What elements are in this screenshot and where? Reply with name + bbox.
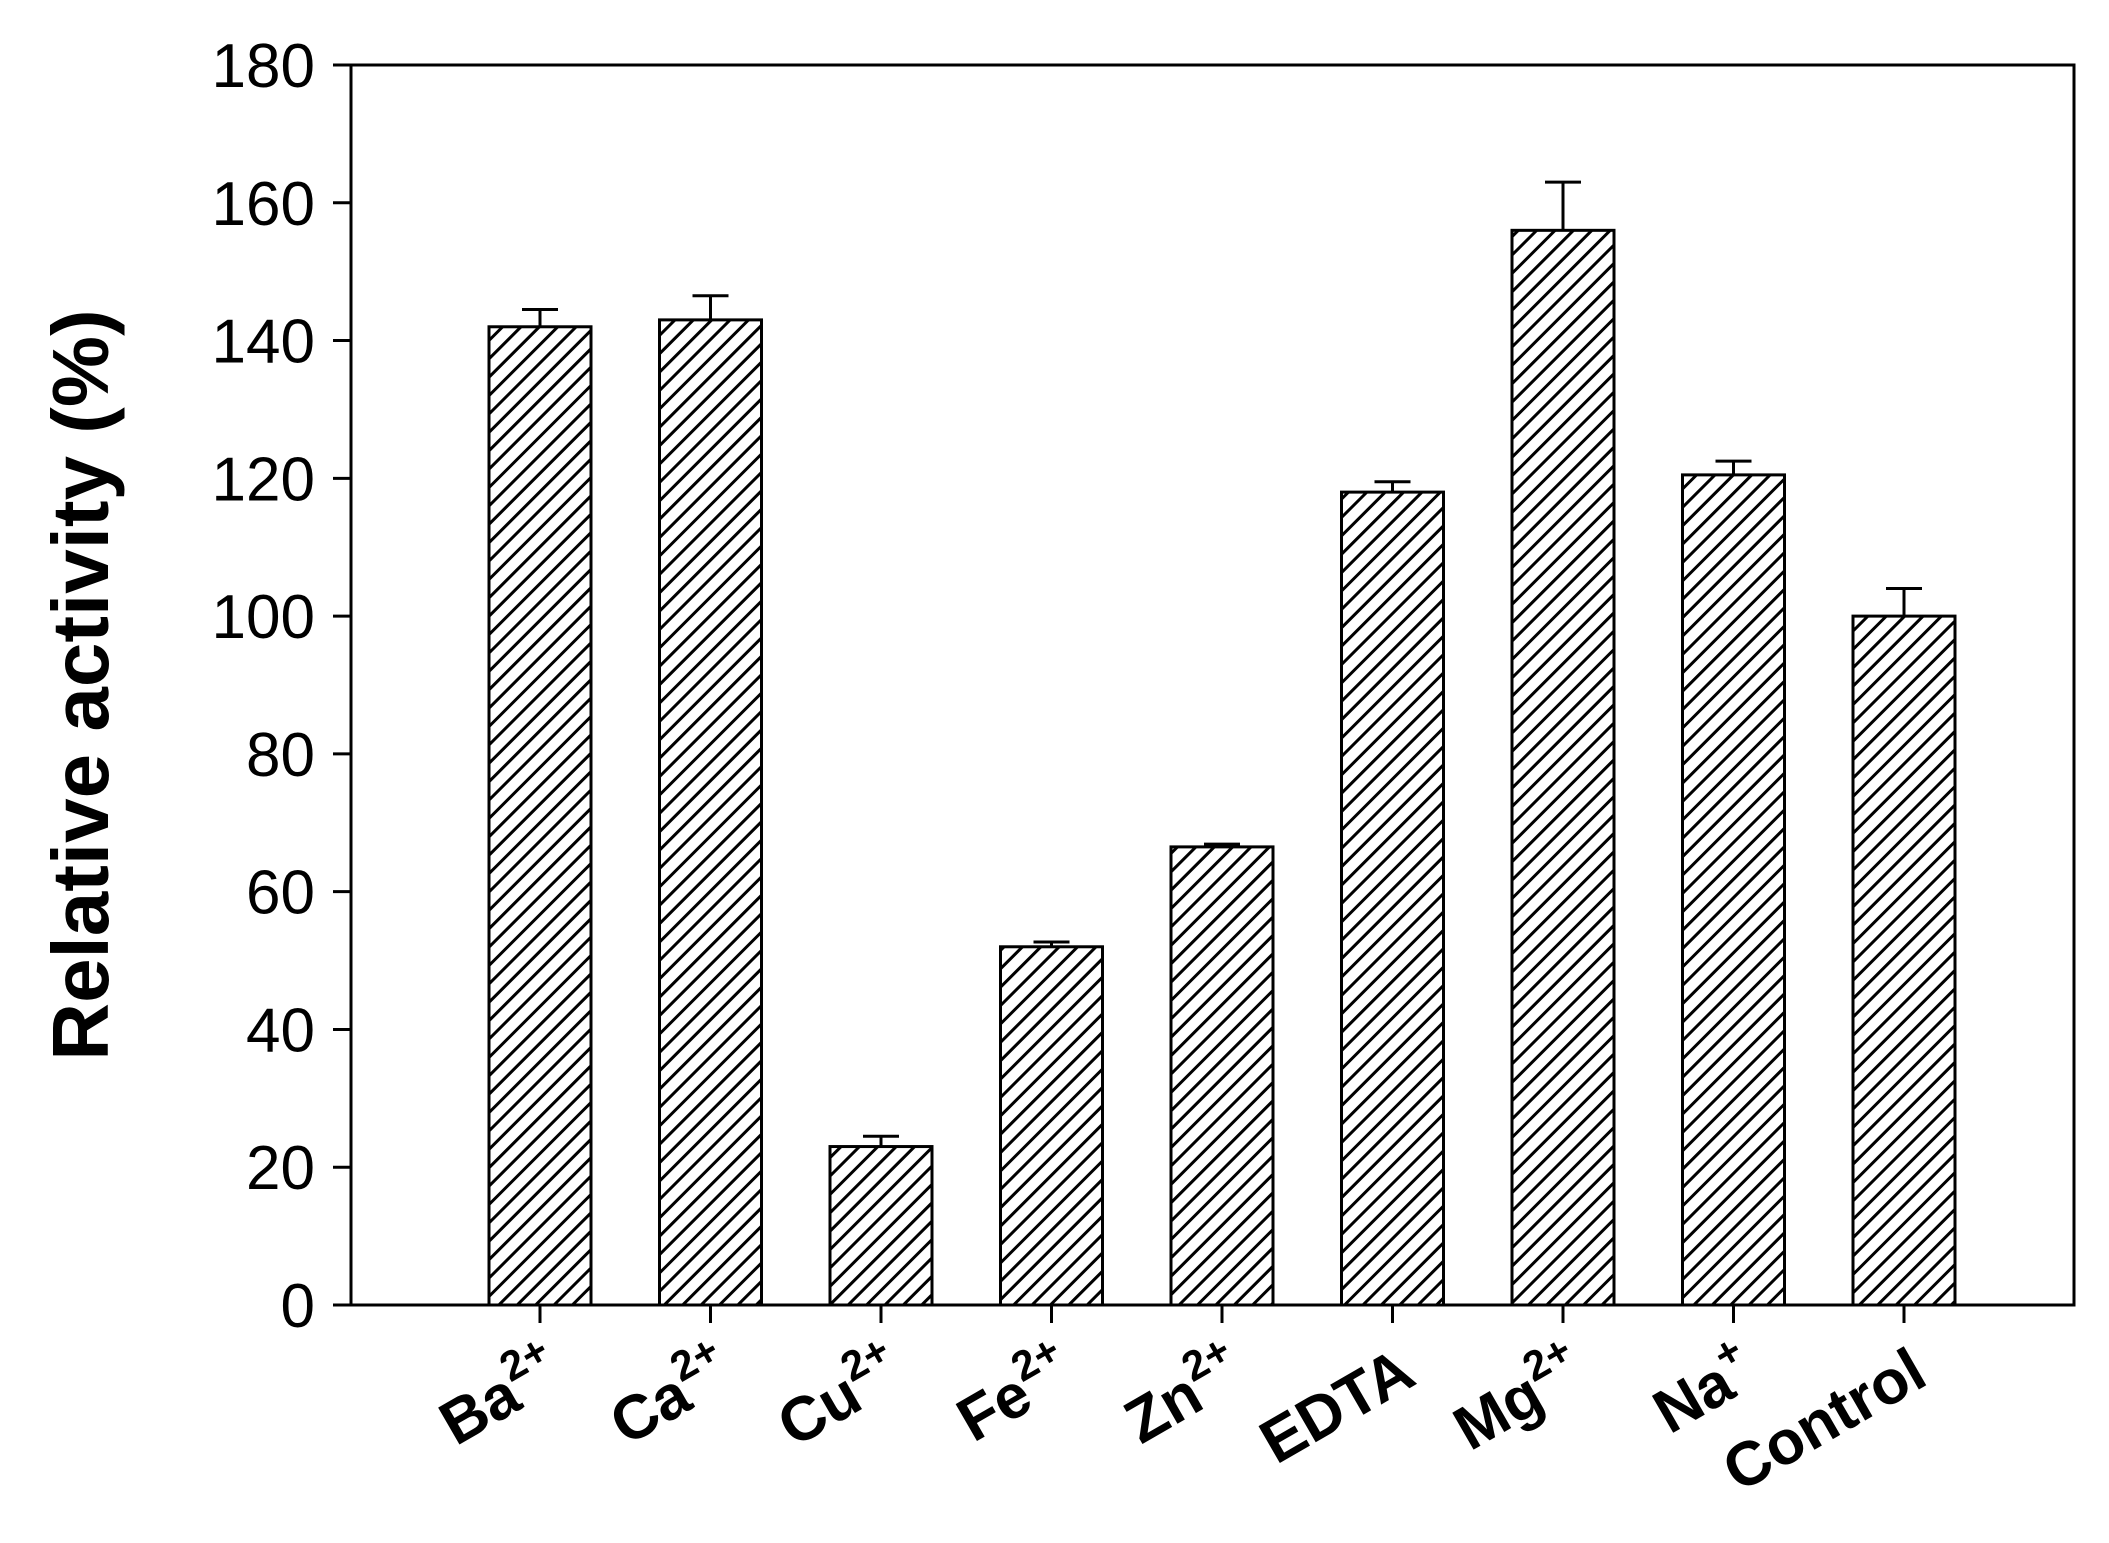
y-tick-label: 0 [281, 1272, 315, 1341]
x-tick-label: Na+ [1637, 1326, 1767, 1447]
x-tick-label: Fe2+ [940, 1326, 1084, 1455]
bar [1681, 473, 1786, 1307]
x-tick-label: Ba2+ [423, 1326, 573, 1459]
x-tick-label-base: EDTA [1249, 1335, 1426, 1477]
bar [1851, 614, 1957, 1307]
x-tick-label: Zn2+ [1108, 1326, 1255, 1457]
bars-layer [487, 228, 1957, 1307]
bar [1510, 228, 1616, 1307]
y-tick-label: 100 [212, 583, 315, 652]
bar [487, 325, 593, 1307]
bar [828, 1145, 934, 1307]
bar [1169, 845, 1275, 1307]
x-tick-label: Ca2+ [593, 1326, 743, 1459]
error-bars-layer [522, 180, 1922, 1147]
y-tick-label: 60 [246, 859, 315, 928]
y-axis: 0 20 40 60 80 100 120 140 160 180 [212, 32, 351, 1341]
y-tick-label: 140 [212, 308, 315, 377]
y-axis-title: Relative activity (%) [36, 309, 125, 1060]
y-tick-label: 20 [246, 1134, 315, 1203]
y-tick-label: 120 [212, 445, 315, 514]
bar [1340, 490, 1445, 1307]
bar [999, 945, 1104, 1307]
bar [658, 318, 763, 1307]
y-tick-label: 80 [246, 721, 315, 790]
x-axis: Ba2+Ca2+Cu2+Fe2+Zn2+ EDTA Mg2+ Na+Control [423, 1305, 1937, 1505]
y-tick-label: 180 [212, 32, 315, 101]
plot-frame [349, 63, 2076, 1307]
x-tick-label: Cu2+ [761, 1326, 914, 1461]
y-tick-label: 40 [246, 996, 315, 1065]
x-tick-label: Mg2+ [1437, 1326, 1596, 1464]
y-tick-label: 160 [212, 170, 315, 239]
x-tick-label: EDTA [1249, 1335, 1426, 1477]
